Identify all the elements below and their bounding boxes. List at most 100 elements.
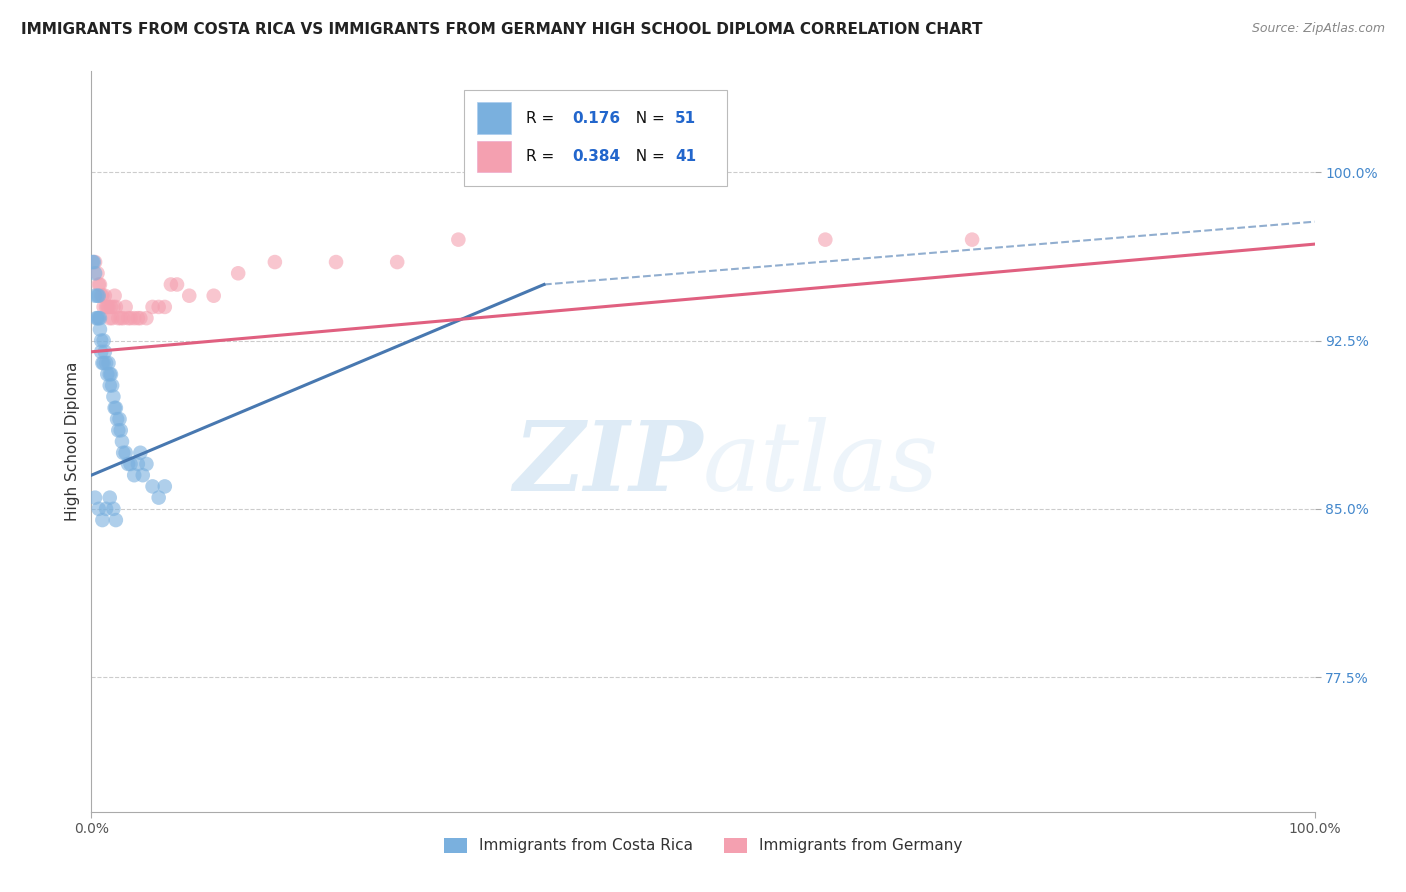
Point (91, 289, 114, 303)
Point (112, 446, 135, 460)
Point (98, 378, 121, 392)
Point (94, 501, 117, 516)
Point (135, 311, 157, 326)
Point (90, 344, 112, 359)
Point (86, 311, 108, 326)
Point (385, 255, 409, 269)
Point (96, 300, 118, 314)
Text: atlas: atlas (703, 417, 939, 511)
Point (111, 434, 134, 449)
Point (127, 457, 149, 471)
Point (153, 479, 176, 493)
Point (93, 300, 115, 314)
Point (107, 423, 129, 437)
Point (103, 390, 125, 404)
Point (84, 491, 107, 505)
Point (100, 300, 122, 314)
Point (87, 311, 110, 326)
Point (129, 446, 152, 460)
Text: N =: N = (626, 149, 669, 164)
Point (83, 255, 105, 269)
Point (117, 457, 139, 471)
Text: N =: N = (626, 111, 669, 126)
Text: R =: R = (526, 111, 558, 126)
Point (98, 491, 121, 505)
Text: IMMIGRANTS FROM COSTA RICA VS IMMIGRANTS FROM GERMANY HIGH SCHOOL DIPLOMA CORREL: IMMIGRANTS FROM COSTA RICA VS IMMIGRANTS… (21, 22, 983, 37)
Text: R =: R = (526, 149, 558, 164)
Point (98, 311, 121, 326)
Point (97, 356, 120, 370)
Point (89, 311, 111, 326)
Text: 0.384: 0.384 (572, 149, 620, 164)
Text: 51: 51 (675, 111, 696, 126)
Point (101, 378, 124, 392)
Point (226, 266, 249, 280)
Point (135, 457, 157, 471)
Point (264, 255, 287, 269)
Point (94, 356, 117, 370)
Point (91, 356, 114, 370)
Text: 0.176: 0.176 (572, 111, 620, 126)
Point (120, 457, 142, 471)
Point (90, 334, 112, 348)
Point (105, 412, 128, 426)
Point (114, 446, 136, 460)
Point (104, 513, 127, 527)
Text: 41: 41 (675, 149, 696, 164)
Point (87, 289, 110, 303)
Point (104, 300, 127, 314)
Point (117, 311, 139, 326)
Point (112, 311, 135, 326)
Point (122, 311, 145, 326)
Point (101, 311, 124, 326)
Point (87, 277, 110, 292)
Point (114, 300, 136, 314)
Point (90, 289, 112, 303)
Point (84, 255, 107, 269)
Point (129, 311, 152, 326)
Text: Source: ZipAtlas.com: Source: ZipAtlas.com (1251, 22, 1385, 36)
Point (86, 289, 108, 303)
Point (148, 300, 170, 314)
Point (110, 423, 132, 437)
Point (84, 311, 107, 326)
Point (91, 513, 114, 527)
Point (132, 468, 155, 483)
Point (87, 501, 110, 516)
Point (93, 356, 115, 370)
Point (96, 368, 118, 382)
Point (103, 300, 125, 314)
Point (202, 289, 225, 303)
Point (447, 233, 470, 247)
Point (179, 289, 201, 303)
Point (110, 311, 132, 326)
Point (98, 368, 121, 382)
Point (94, 300, 117, 314)
Point (122, 468, 145, 483)
Point (814, 233, 837, 247)
Legend: Immigrants from Costa Rica, Immigrants from Germany: Immigrants from Costa Rica, Immigrants f… (437, 831, 969, 860)
Point (148, 491, 170, 505)
Point (103, 501, 125, 516)
Point (82, 255, 104, 269)
Point (153, 300, 176, 314)
Point (100, 368, 122, 382)
Point (141, 300, 163, 314)
Point (84, 289, 107, 303)
Bar (477, 103, 510, 134)
Bar (477, 141, 510, 172)
Text: ZIP: ZIP (513, 417, 703, 511)
Point (960, 233, 983, 247)
Point (325, 255, 347, 269)
Point (120, 311, 142, 326)
Point (108, 412, 131, 426)
Point (86, 266, 108, 280)
Point (89, 277, 111, 292)
Y-axis label: High School Diploma: High School Diploma (65, 362, 80, 521)
Point (166, 277, 188, 292)
Point (104, 401, 127, 415)
Point (89, 322, 111, 336)
Point (94, 344, 117, 359)
Point (97, 300, 120, 314)
Point (107, 311, 129, 326)
